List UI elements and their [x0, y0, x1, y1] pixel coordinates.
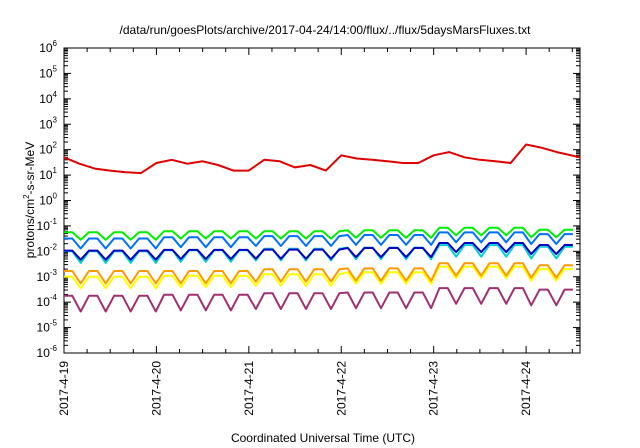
plot-frame: [63, 47, 581, 354]
y-tick-base: 10: [39, 143, 53, 157]
y-tick-label: 106: [39, 39, 57, 55]
y-tick-base: 10: [37, 346, 51, 360]
y-tick-exponent: -5: [50, 319, 58, 328]
x-axis-ticks: 2017-4-19 2017-4-20 2017-4-21 2017-4-22 2017…: [57, 48, 573, 416]
y-tick-exponent: -2: [50, 242, 58, 251]
y-tick-label: 10-1: [37, 217, 58, 233]
y-tick-base: 10: [39, 92, 53, 106]
y-tick-label: 10-2: [37, 242, 58, 258]
y-tick-base: 10: [39, 66, 53, 80]
y-tick-label: 100: [39, 192, 57, 208]
y-tick-exponent: 1: [53, 166, 58, 175]
series-line-0: [63, 143, 581, 175]
y-tick-label: 10-5: [37, 319, 58, 335]
y-tick-label: 10-3: [37, 268, 58, 284]
x-tick-label: 2017-4-23: [427, 361, 441, 416]
y-tick-exponent: 4: [53, 90, 58, 99]
y-axis-label: protons/cm2-s-sr-MeV: [22, 142, 37, 258]
y-tick-base: 10: [37, 270, 51, 284]
series-line-2: [64, 231, 573, 250]
y-axis-label-sup: 2: [22, 194, 31, 199]
y-tick-base: 10: [39, 194, 53, 208]
y-axis-ticks: 10-610-510-410-310-210-11001011021031041…: [37, 39, 580, 360]
y-tick-base: 10: [39, 41, 53, 55]
y-tick-exponent: 5: [53, 64, 58, 73]
y-tick-exponent: 0: [53, 192, 58, 201]
y-tick-exponent: -1: [50, 217, 58, 226]
x-tick-label: 2017-4-24: [519, 361, 533, 416]
series-line-6: [64, 262, 573, 285]
y-tick-base: 10: [37, 321, 51, 335]
y-tick-label: 105: [39, 64, 57, 80]
y-tick-base: 10: [37, 295, 51, 309]
plot-series: [63, 143, 581, 313]
series-line-4: [64, 242, 573, 261]
y-tick-exponent: -4: [50, 293, 58, 302]
y-tick-base: 10: [39, 117, 53, 131]
y-tick-base: 10: [37, 244, 51, 258]
series-line-1: [64, 226, 573, 241]
x-tick-label: 2017-4-21: [242, 361, 256, 416]
y-tick-exponent: -6: [50, 344, 58, 353]
y-tick-label: 101: [39, 166, 57, 182]
y-tick-base: 10: [39, 168, 53, 182]
y-axis-label-prefix: protons/cm: [23, 199, 37, 258]
series-line-7: [64, 287, 573, 313]
x-tick-label: 2017-4-22: [334, 361, 348, 416]
y-tick-exponent: 6: [53, 39, 58, 48]
chart-title: /data/run/goesPlots/archive/2017-04-24/1…: [120, 23, 532, 37]
series-line-5: [64, 265, 573, 290]
y-tick-label: 10-6: [37, 344, 58, 360]
y-tick-label: 102: [39, 141, 57, 157]
x-axis-label: Coordinated Universal Time (UTC): [231, 431, 415, 445]
y-tick-label: 10-4: [37, 293, 58, 309]
y-tick-exponent: 3: [53, 115, 58, 124]
y-tick-exponent: 2: [53, 141, 58, 150]
y-tick-label: 104: [39, 90, 57, 106]
y-tick-base: 10: [37, 219, 51, 233]
x-tick-label: 2017-4-20: [149, 361, 163, 416]
y-axis-label-suffix: -s-sr-MeV: [23, 142, 37, 195]
y-tick-label: 103: [39, 115, 57, 131]
series-line-3: [64, 244, 573, 264]
x-tick-label: 2017-4-19: [57, 361, 71, 416]
y-tick-exponent: -3: [50, 268, 58, 277]
